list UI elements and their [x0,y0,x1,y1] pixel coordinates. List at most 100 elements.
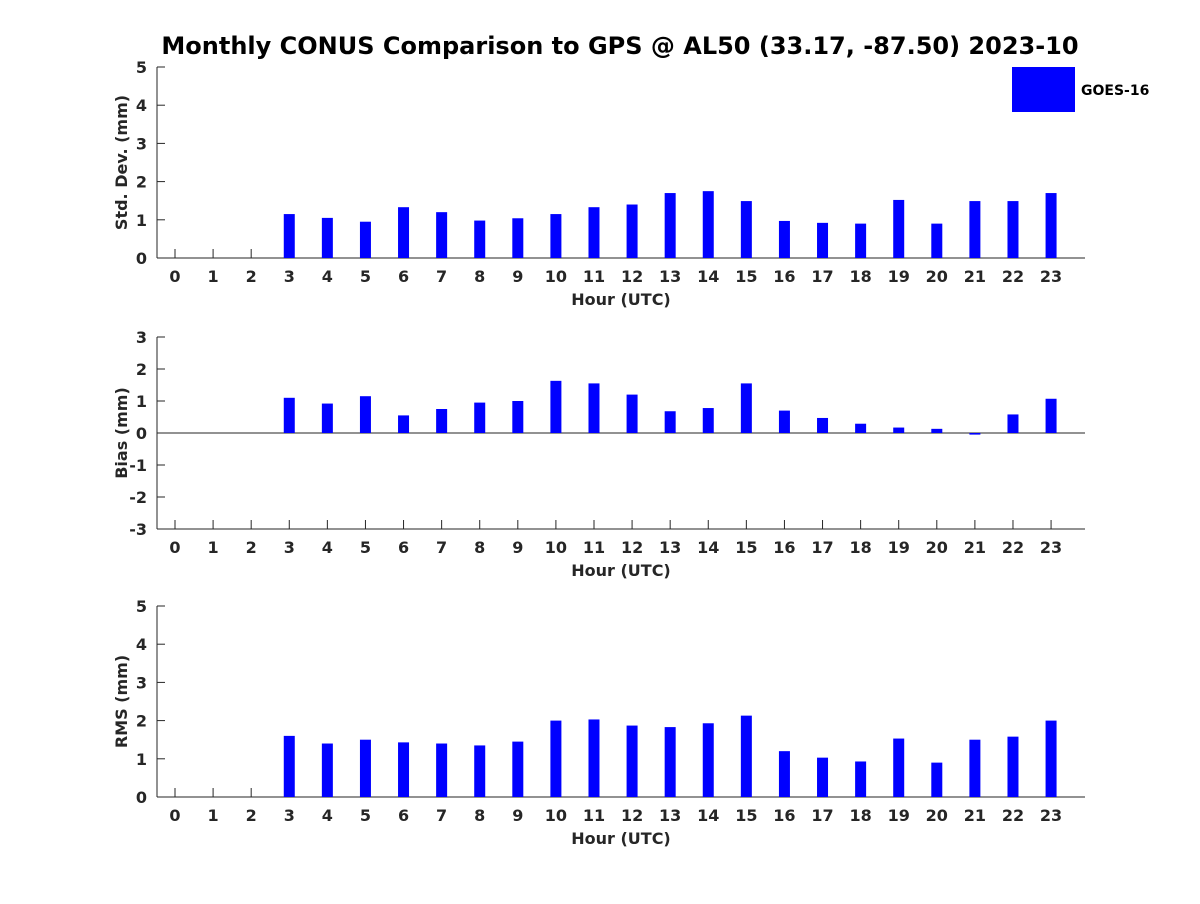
x-tick-label: 15 [735,806,757,825]
x-tick-label: 11 [583,806,605,825]
x-tick-label: 4 [322,806,333,825]
x-tick-label: 1 [208,267,219,286]
x-tick-label: 20 [926,538,948,557]
bar [512,218,524,258]
x-tick-label: 21 [964,267,986,286]
bar [893,738,905,797]
bar [512,741,524,797]
bar [398,207,410,258]
y-axis-label: RMS (mm) [112,655,131,748]
x-tick-label: 10 [545,806,567,825]
x-tick-label: 7 [436,538,447,557]
x-tick-label: 6 [398,267,409,286]
x-tick-label: 19 [888,267,910,286]
x-tick-label: 14 [697,267,719,286]
x-tick-label: 4 [322,267,333,286]
bar [778,220,790,258]
x-tick-label: 17 [811,267,833,286]
x-tick-label: 22 [1002,267,1024,286]
legend-swatch [1012,67,1075,112]
x-tick-label: 23 [1040,806,1062,825]
x-tick-label: 21 [964,806,986,825]
bar [588,719,600,797]
x-axis-label: Hour (UTC) [571,561,671,580]
y-tick-label: 4 [136,96,147,115]
bar [778,410,790,433]
x-tick-label: 22 [1002,806,1024,825]
y-tick-label: 3 [136,134,147,153]
bar [1007,414,1019,433]
bar [664,727,676,797]
x-tick-label: 17 [811,806,833,825]
bar [474,745,486,797]
x-tick-label: 7 [436,806,447,825]
x-tick-label: 16 [773,538,795,557]
x-tick-label: 11 [583,538,605,557]
bar [1045,398,1057,433]
x-tick-label: 2 [246,538,257,557]
x-tick-label: 9 [512,806,523,825]
x-tick-label: 2 [246,806,257,825]
bar [283,397,295,433]
x-tick-label: 8 [474,267,485,286]
bar [359,221,371,258]
bar [855,223,867,258]
x-tick-label: 9 [512,538,523,557]
bar [321,743,333,797]
x-tick-label: 17 [811,538,833,557]
y-tick-label: -2 [129,488,147,507]
x-tick-label: 13 [659,267,681,286]
y-tick-label: -1 [129,456,147,475]
x-tick-label: 3 [284,806,295,825]
bar [969,433,981,435]
bar [283,214,295,258]
x-tick-label: 3 [284,267,295,286]
x-tick-label: 19 [888,538,910,557]
bar [321,403,333,433]
bar [931,223,943,258]
x-tick-label: 10 [545,267,567,286]
bar [740,201,752,258]
x-tick-label: 8 [474,538,485,557]
x-tick-label: 1 [208,538,219,557]
bar [626,394,638,433]
x-axis-label: Hour (UTC) [571,290,671,309]
bar [588,383,600,433]
bar [474,402,486,433]
x-tick-label: 12 [621,806,643,825]
bar [398,415,410,433]
bar [1007,736,1019,797]
bar [893,199,905,258]
x-tick-label: 13 [659,538,681,557]
x-tick-label: 12 [621,267,643,286]
bar [817,757,829,797]
x-axis-label: Hour (UTC) [571,829,671,848]
bar [969,201,981,258]
x-tick-label: 15 [735,267,757,286]
x-tick-label: 18 [849,806,871,825]
x-tick-label: 0 [169,806,180,825]
x-tick-label: 12 [621,538,643,557]
x-tick-label: 11 [583,267,605,286]
bar [550,380,562,433]
bar [550,214,562,258]
x-tick-label: 21 [964,538,986,557]
x-tick-label: 2 [246,267,257,286]
bar [321,217,333,258]
bar [626,204,638,258]
x-tick-label: 18 [849,267,871,286]
bar [855,761,867,797]
bar [702,723,714,797]
bar [474,220,486,258]
x-tick-label: 0 [169,267,180,286]
y-tick-label: 1 [136,211,147,230]
bar [1045,720,1057,797]
x-tick-label: 0 [169,538,180,557]
x-tick-label: 15 [735,538,757,557]
x-tick-label: 20 [926,806,948,825]
x-tick-label: 10 [545,538,567,557]
bar [512,401,524,433]
legend: GOES-16 [1012,67,1149,112]
